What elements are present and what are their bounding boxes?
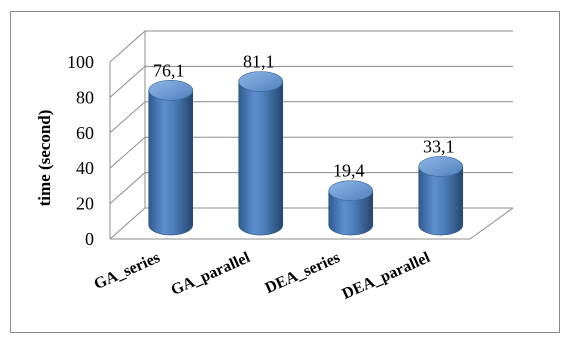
x-tick-label-GA_parallel: GA_parallel [169, 249, 254, 299]
bar-DEA_series [328, 190, 374, 236]
data-label-DEA_series: 19,4 [333, 161, 365, 181]
bar-top-DEA_parallel [418, 156, 464, 177]
gridline-side-0 [109, 207, 146, 240]
x-tick-label-DEA_series: DEA_series [263, 249, 343, 297]
gridline-side-80 [109, 66, 146, 98]
y-tick-label-20: 20 [76, 194, 94, 214]
floor-right-edge [469, 207, 514, 240]
chart-frame [10, 11, 560, 333]
bar-GA_parallel [238, 81, 284, 236]
axes [109, 31, 514, 240]
y-tick-label-100: 100 [67, 52, 94, 72]
bar-GA_series [148, 90, 194, 236]
data-label-DEA_parallel: 33,1 [423, 136, 455, 156]
gridline-side-60 [109, 101, 146, 134]
data-labels: 76,1 81,1 19,4 33,1 [153, 52, 455, 181]
bar-DEA_parallel [418, 166, 464, 236]
gridline-side-40 [109, 136, 146, 169]
gridline-side-20 [109, 172, 146, 204]
x-tick-label-GA_series: GA_series [92, 249, 163, 293]
bar-top-GA_parallel [238, 71, 284, 92]
category-labels: GA_series GA_parallel DEA_seriesDEA_parall… [92, 249, 434, 303]
bar-top-DEA_series [328, 180, 374, 202]
y-tick-label-80: 80 [76, 87, 94, 107]
data-label-GA_series: 76,1 [153, 60, 185, 80]
y-tick-label-60: 60 [76, 123, 94, 143]
gridline-side-100 [109, 30, 146, 63]
x-tick-label-DEA_parallel: DEA_parallel [340, 249, 433, 303]
y-axis-title: time (second) [35, 110, 54, 207]
y-tick-labels: 0 20 40 60 80 100 [67, 52, 94, 249]
bar-top-GA_series [148, 80, 194, 101]
bars [148, 71, 464, 236]
y-tick-label-40: 40 [76, 158, 94, 178]
y-tick-label-0: 0 [85, 229, 94, 249]
data-label-GA_parallel: 81,1 [243, 52, 275, 72]
